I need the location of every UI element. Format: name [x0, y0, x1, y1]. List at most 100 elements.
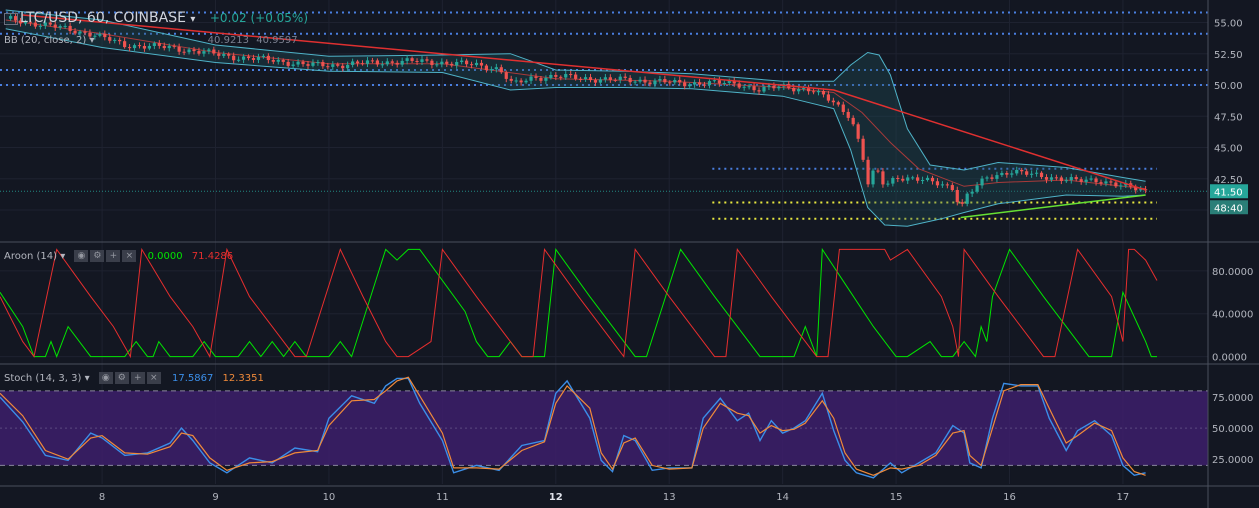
candle-body: [826, 94, 831, 101]
aroon-label[interactable]: Aroon (14): [4, 251, 58, 262]
close-icon[interactable]: ×: [122, 250, 137, 262]
candle-body: [896, 177, 900, 179]
candle-body: [187, 49, 191, 53]
candle-body: [1134, 186, 1138, 191]
candle-body: [702, 84, 707, 86]
bb-upper-line: [5, 9, 1146, 182]
candle-body: [152, 43, 156, 46]
aroon-tick-label: 80.0000: [1212, 267, 1253, 278]
candle-body: [638, 79, 642, 82]
candle-body: [142, 45, 147, 49]
chevron-down-icon[interactable]: ▾: [84, 373, 90, 384]
plus-icon[interactable]: +: [130, 372, 145, 384]
eye-icon[interactable]: ◉: [74, 250, 89, 262]
stoch-buttons: ◉ ⚙ + ×: [98, 372, 163, 384]
candle-body: [1104, 181, 1108, 184]
plus-icon[interactable]: +: [106, 250, 121, 262]
candle-body: [797, 89, 801, 92]
candle-body: [311, 62, 315, 66]
symbol-title[interactable]: LTC/USD, 60, COINBASE: [20, 10, 186, 26]
candle-body: [1015, 169, 1019, 174]
eye-icon[interactable]: ◉: [98, 372, 113, 384]
close-icon[interactable]: ×: [146, 372, 161, 384]
candle-body: [608, 77, 612, 80]
aroon-buttons: ◉ ⚙ + ×: [74, 250, 138, 262]
candle-body: [360, 63, 365, 65]
candle-body: [906, 177, 910, 181]
candle-body: [920, 180, 925, 182]
candle-body: [331, 64, 335, 67]
candle-body: [1139, 189, 1143, 191]
candle-body: [390, 61, 394, 63]
chevron-down-icon[interactable]: ▾: [60, 251, 66, 262]
candle-body: [479, 62, 484, 66]
bb-legend: BB (20, close, 2) ▾ 40.9213 40.9597: [4, 35, 298, 46]
candle-body: [633, 81, 637, 83]
bb-value-2: 40.9597: [256, 35, 298, 46]
candle-body: [197, 51, 201, 54]
candle-body: [697, 82, 702, 85]
candle-body: [1064, 180, 1068, 182]
aroon-down-value: 71.4286: [191, 251, 234, 262]
candle-body: [9, 16, 13, 19]
candle-body: [975, 185, 979, 192]
candle-body: [578, 78, 583, 80]
stoch-k-line: [0, 377, 1146, 479]
candle-body: [370, 60, 375, 62]
bb-basis-line: [5, 19, 1146, 190]
candle-body: [246, 56, 251, 59]
candle-body: [38, 25, 42, 27]
gear-icon[interactable]: ⚙: [114, 372, 129, 384]
candle-body: [167, 45, 171, 49]
candle-body: [856, 124, 860, 139]
price-tick-label: 47.50: [1214, 112, 1243, 123]
candle-body: [336, 64, 340, 66]
candle-body: [1025, 171, 1029, 175]
candle-body: [241, 56, 246, 60]
candle-body: [792, 87, 796, 92]
stoch-label[interactable]: Stoch (14, 3, 3): [4, 373, 82, 384]
candle-body: [93, 35, 97, 37]
candle-body: [514, 80, 518, 82]
candle-body: [157, 43, 161, 46]
bb-label[interactable]: BB (20, close, 2): [4, 35, 87, 46]
chart-logo-icon[interactable]: [4, 13, 18, 25]
candle-body: [683, 82, 687, 87]
stoch-d-value: 12.3351: [222, 373, 264, 384]
candle-body: [286, 61, 290, 66]
candle-body: [162, 45, 166, 49]
chevron-down-icon[interactable]: ▾: [190, 14, 196, 25]
candle-body: [28, 21, 33, 23]
candle-body: [78, 31, 82, 34]
candle-body: [1039, 172, 1044, 178]
time-tick-label: 17: [1117, 492, 1130, 503]
candle-body: [1099, 182, 1103, 184]
candle-body: [970, 191, 974, 194]
candle-body: [643, 79, 647, 83]
candle-body: [767, 85, 771, 87]
candle-body: [217, 53, 221, 56]
candle-body: [1000, 172, 1004, 176]
aroon-legend: Aroon (14) ▾ ◉ ⚙ + × 0.0000 71.4286: [4, 250, 233, 262]
candle-body: [648, 82, 652, 85]
gear-icon[interactable]: ⚙: [90, 250, 105, 262]
candle-body: [98, 33, 102, 36]
candle-body: [227, 54, 231, 56]
candle-body: [147, 45, 152, 49]
time-tick-label: 13: [663, 492, 676, 503]
time-tick-label: 16: [1003, 492, 1016, 503]
candle-body: [554, 74, 558, 77]
stoch-tick-label: 50.0000: [1212, 424, 1253, 435]
candle-body: [430, 60, 434, 66]
candle-body: [603, 77, 607, 80]
candle-body: [945, 184, 949, 186]
candle-body: [410, 58, 414, 61]
candle-body: [405, 58, 409, 61]
candle-body: [831, 100, 835, 103]
price-tick-label: 52.50: [1214, 50, 1243, 61]
chevron-down-icon[interactable]: ▾: [89, 35, 95, 46]
candle-body: [950, 185, 954, 190]
candle-body: [1094, 178, 1098, 183]
candle-body: [43, 22, 47, 26]
bb-fill: [5, 10, 1146, 227]
